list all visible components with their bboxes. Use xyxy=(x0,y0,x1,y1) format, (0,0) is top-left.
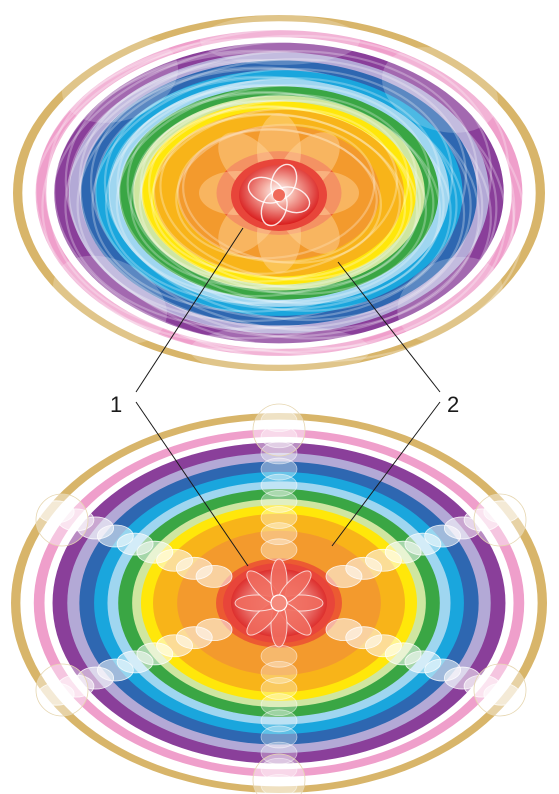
swirl-stroke xyxy=(115,84,431,298)
flower-petal xyxy=(260,725,298,749)
haze-blob xyxy=(381,47,499,133)
flower-petal xyxy=(325,565,363,588)
swirl-stroke xyxy=(91,67,454,313)
flower-petal xyxy=(260,693,298,717)
flower-petal xyxy=(260,660,298,684)
swirl-stroke xyxy=(150,107,398,275)
haze-blob xyxy=(61,37,179,123)
haze-blob xyxy=(53,255,167,345)
swirl-stroke xyxy=(79,67,472,330)
swirl-stroke xyxy=(175,123,376,260)
swirl-stroke xyxy=(118,91,435,304)
flower-petal xyxy=(57,674,95,698)
swirl-stroke xyxy=(182,127,383,265)
flower-petal xyxy=(37,682,75,706)
flower-petal xyxy=(404,532,442,556)
flower-petal xyxy=(77,516,115,540)
flower-petal xyxy=(463,508,501,532)
flower-petal xyxy=(345,556,383,580)
flower-petal xyxy=(260,677,298,700)
flower-petal xyxy=(96,524,134,548)
callout-line-2-bottom xyxy=(331,401,441,547)
flower-petal xyxy=(116,532,154,556)
flower-petal xyxy=(77,666,115,690)
flower-petal xyxy=(195,565,233,588)
flower-petal xyxy=(365,548,402,572)
haze-blob xyxy=(397,256,503,344)
flower-petal xyxy=(443,666,481,690)
flower-petal xyxy=(260,774,298,794)
callout-line-1-top xyxy=(135,227,244,393)
flower-petal xyxy=(260,457,298,481)
callout-line-2-top xyxy=(337,261,441,393)
swirl-stroke xyxy=(94,76,458,320)
flower-petal xyxy=(483,500,521,524)
flower-petal xyxy=(483,682,521,706)
callout-line-1-bottom xyxy=(135,401,249,567)
core-dot xyxy=(273,189,285,201)
flower-petal xyxy=(57,508,95,532)
flower-petal xyxy=(175,626,213,650)
flower-petal xyxy=(195,618,233,641)
flower-petal xyxy=(404,650,442,674)
flower-circle xyxy=(35,663,89,717)
flower-petal xyxy=(424,524,462,548)
flower-petal xyxy=(463,674,501,698)
flower-petal xyxy=(156,634,193,658)
flower-petal xyxy=(260,709,298,733)
callout-lines xyxy=(135,227,441,567)
flower-circle xyxy=(473,493,527,547)
flower-petal xyxy=(156,548,193,572)
flower-petal xyxy=(260,522,298,546)
swirl-stroke xyxy=(49,40,493,340)
swirl-stroke xyxy=(159,112,407,281)
swirl-stroke xyxy=(147,105,419,289)
flower-circle xyxy=(252,403,306,457)
swirl-stroke xyxy=(176,128,378,264)
haze-blob xyxy=(190,325,370,375)
flower-petal xyxy=(136,540,174,564)
swirl-stroke xyxy=(103,75,466,322)
flower-petal xyxy=(116,650,154,674)
swirl-stroke xyxy=(76,58,467,323)
flower-petal xyxy=(345,626,383,650)
callout-label-2: 2 xyxy=(447,392,459,417)
flower-petal xyxy=(136,642,174,666)
swirl-stroke xyxy=(140,106,413,288)
flower-of-life-overlay xyxy=(35,403,527,794)
swirl-stroke xyxy=(104,76,441,305)
haze-blob xyxy=(200,15,360,65)
swirl-stroke xyxy=(126,90,442,305)
flower-petal xyxy=(260,741,298,765)
flower-circle xyxy=(252,753,306,794)
flower-petal xyxy=(365,634,402,658)
flower-petal xyxy=(260,473,298,497)
aura-top-oval xyxy=(13,15,545,375)
swirl-stroke xyxy=(152,113,401,280)
flower-petal xyxy=(260,506,298,529)
swirl-stroke xyxy=(129,93,418,289)
flower-petal xyxy=(424,658,462,682)
swirl-stroke xyxy=(138,99,410,283)
flower-petal xyxy=(37,500,75,524)
flower-petal xyxy=(260,441,298,465)
aura-bottom-oval xyxy=(11,403,547,794)
flower-petal xyxy=(175,556,213,580)
flower-petal xyxy=(260,757,298,781)
flower-petal xyxy=(443,516,481,540)
flower-petal xyxy=(260,489,298,513)
flower-petal xyxy=(384,642,422,666)
core-dot xyxy=(270,594,288,612)
flower-circle xyxy=(35,493,89,547)
flower-petal xyxy=(260,409,298,433)
callout-label-1: 1 xyxy=(110,392,122,417)
flower-circle xyxy=(473,663,527,717)
swirl-stroke xyxy=(89,66,480,332)
flower-petal xyxy=(325,618,363,641)
flower-petal xyxy=(260,425,298,449)
flower-petal xyxy=(384,540,422,564)
swirl-stroke xyxy=(64,50,479,330)
flower-petal xyxy=(96,658,134,682)
